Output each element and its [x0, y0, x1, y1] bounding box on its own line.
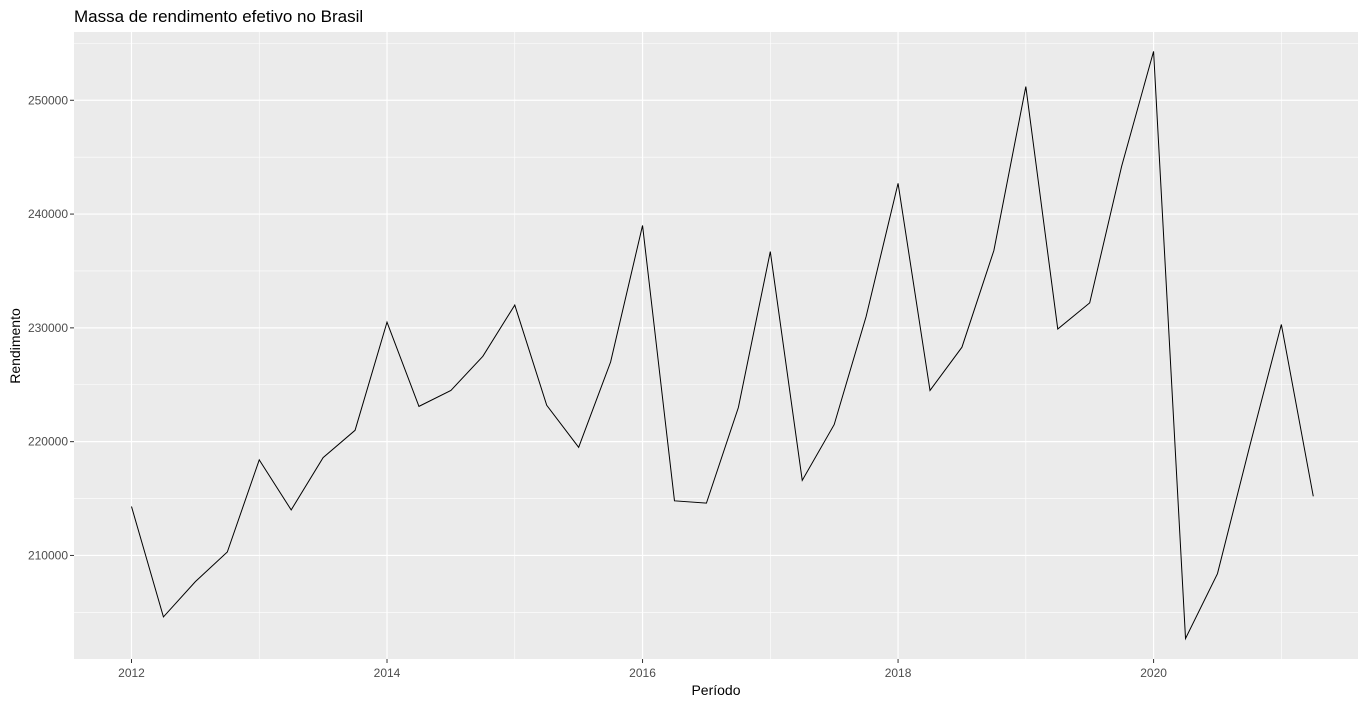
x-axis-title: Período	[691, 682, 740, 698]
y-tick-label: 230000	[28, 321, 68, 335]
major-gridlines	[74, 32, 1358, 659]
y-axis-title: Rendimento	[7, 308, 23, 384]
minor-gridlines	[74, 32, 1358, 659]
chart-title: Massa de rendimento efetivo no Brasil	[74, 7, 363, 26]
x-axis: 2012 2014 2016 2018 2020	[118, 659, 1167, 680]
y-tick-label: 240000	[28, 207, 68, 221]
y-tick-label: 210000	[28, 548, 68, 562]
x-tick-label: 2012	[118, 666, 145, 680]
y-tick-label: 220000	[28, 435, 68, 449]
y-axis: 210000 220000 230000 240000 250000	[28, 93, 74, 562]
y-tick-label: 250000	[28, 93, 68, 107]
x-tick-label: 2018	[885, 666, 912, 680]
x-tick-label: 2016	[629, 666, 656, 680]
series-line	[131, 51, 1314, 641]
plot-panel	[74, 32, 1358, 659]
x-tick-label: 2020	[1140, 666, 1167, 680]
x-tick-label: 2014	[374, 666, 401, 680]
